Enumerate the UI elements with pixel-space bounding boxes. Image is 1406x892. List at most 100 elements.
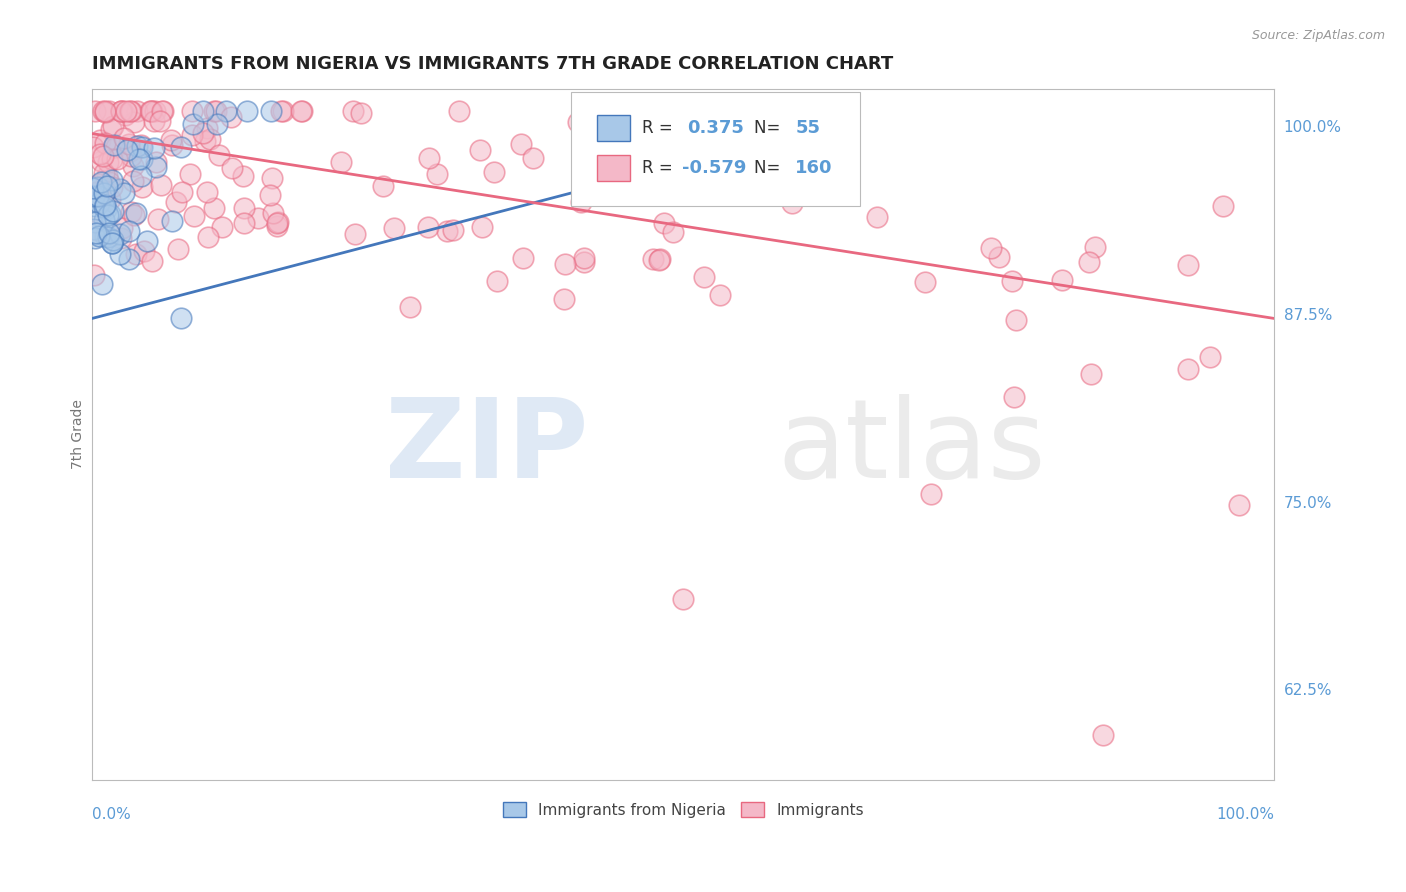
Point [652,216,675,230]
Point [148,114,170,128]
Point [110,230,132,244]
Bar [598,115,630,141]
Point [195,120,218,135]
Point [634,108,657,122]
Point [100,235,122,250]
Point [233,216,256,230]
Point [108,247,131,261]
Point [512,251,534,265]
Point [98,104,121,119]
Point [202,104,225,119]
Point [128,153,150,167]
Point [418,152,440,166]
Point [569,195,592,210]
Point [179,167,201,181]
Point [215,104,238,119]
Point [342,104,364,119]
Point [399,300,422,314]
Point [233,202,256,216]
Point [817,184,839,198]
Point [129,137,152,152]
Point [87,195,110,210]
Point [211,220,233,235]
Point [98,192,121,206]
Text: -0.579: -0.579 [682,159,747,177]
Text: Source: ZipAtlas.com: Source: ZipAtlas.com [1251,29,1385,42]
Point [101,152,124,166]
Text: 0.0%: 0.0% [93,806,131,822]
Point [111,104,134,119]
FancyBboxPatch shape [571,92,860,206]
Point [82,140,104,154]
Point [83,230,105,244]
Point [138,104,160,119]
Point [87,189,110,203]
Point [143,104,166,119]
Point [273,104,295,119]
Point [167,242,190,256]
Point [100,122,122,136]
Point [118,224,141,238]
Point [641,252,664,266]
Point [83,214,105,228]
Point [416,219,439,234]
Point [89,147,111,161]
Text: atlas: atlas [778,394,1046,501]
Point [920,487,942,501]
Point [449,104,471,119]
Point [1198,350,1220,364]
Point [146,211,169,226]
Point [118,104,141,119]
Point [125,138,148,153]
Point [290,104,312,119]
Point [197,230,219,244]
Text: R =: R = [641,119,678,137]
Point [1004,313,1026,327]
Point [693,269,716,284]
Point [117,252,139,267]
Point [291,104,314,119]
Point [221,161,243,175]
Point [170,311,193,326]
Point [183,210,205,224]
Point [1002,390,1025,404]
Point [105,152,128,166]
Legend: Immigrants from Nigeria, Immigrants: Immigrants from Nigeria, Immigrants [496,796,870,824]
Point [91,149,114,163]
Point [266,216,288,230]
Point [259,104,281,119]
Point [83,186,105,200]
Point [160,214,183,228]
Point [662,225,685,239]
Point [232,169,254,183]
Point [94,198,117,212]
Point [131,140,153,154]
Point [141,104,163,119]
Point [83,222,105,236]
Point [780,196,803,211]
Point [97,175,120,189]
Point [93,166,115,180]
Point [117,137,139,152]
Text: 55: 55 [796,119,821,137]
Point [129,169,152,183]
Point [262,205,284,219]
Point [709,288,731,302]
Point [208,148,231,162]
Point [672,592,695,607]
Point [270,104,292,119]
Point [426,167,449,181]
Point [87,228,110,243]
Point [152,104,174,119]
Point [247,211,270,225]
Point [86,223,108,237]
Point [159,133,181,147]
Point [572,251,595,265]
Point [1177,259,1199,273]
Point [193,126,215,140]
Point [101,140,124,154]
Point [150,104,173,119]
Point [259,188,281,202]
Point [510,136,533,151]
Point [436,223,458,237]
